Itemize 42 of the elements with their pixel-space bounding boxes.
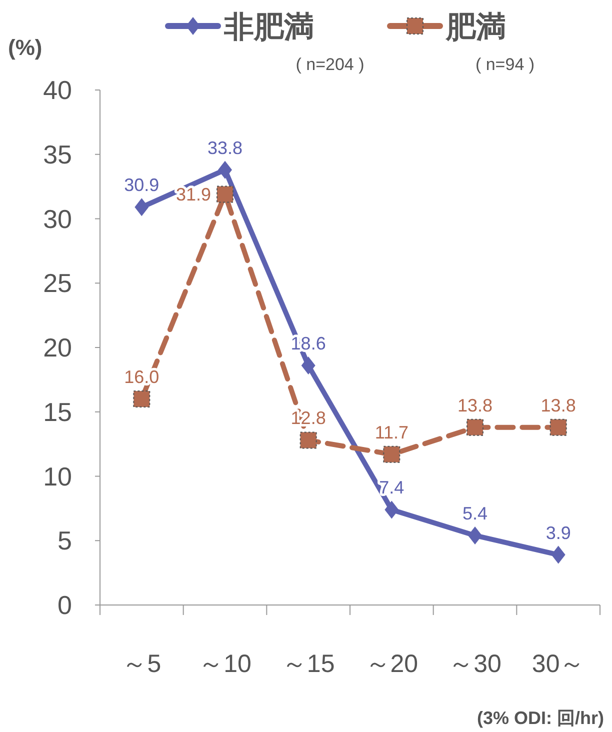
data-label: 31.9	[176, 184, 211, 204]
data-label: 5.4	[462, 503, 488, 524]
y-tick-label: 15	[43, 396, 72, 427]
data-label: 13.8	[540, 395, 576, 416]
x-tick-label: ～30	[448, 650, 502, 678]
text: ( n=94 )	[475, 55, 535, 74]
point	[216, 186, 234, 203]
x-tick-label: ～10	[198, 650, 252, 678]
y-tick-label: 35	[43, 139, 72, 170]
point	[134, 198, 149, 216]
point	[551, 546, 566, 564]
x-tick-label: ～5	[122, 650, 162, 678]
data-label: 11.7	[374, 422, 409, 442]
data-label: 3.9	[546, 522, 571, 543]
x-axis-title: (3% ODI: 回/hr)	[476, 708, 604, 728]
point	[550, 418, 567, 436]
y-axis-title: (%)	[8, 35, 42, 60]
point	[218, 160, 232, 179]
y-tick-label: 30	[43, 204, 72, 234]
y-tick-label: 5	[58, 526, 72, 556]
data-label: 7.4	[379, 478, 404, 498]
x-tick-label: 30～	[532, 650, 585, 678]
legend-label: 非肥満	[223, 11, 314, 44]
point	[466, 418, 484, 436]
point	[384, 500, 399, 519]
y-tick-label: 10	[43, 461, 72, 492]
y-tick-label: 25	[43, 268, 72, 298]
y-tick-label: 0	[58, 590, 72, 620]
point	[468, 526, 482, 544]
y-tick-label: 20	[43, 332, 72, 362]
data-label: 33.8	[207, 138, 243, 158]
point	[133, 390, 150, 408]
data-label: 30.9	[124, 175, 160, 196]
legend-label: 肥満	[445, 11, 506, 44]
y-tick-label: 40	[43, 75, 72, 105]
point	[301, 356, 316, 375]
x-tick-label: ～20	[365, 650, 418, 678]
x-tick-label: ～15	[282, 650, 335, 678]
point	[383, 446, 400, 463]
point	[300, 432, 317, 449]
data-label: 13.8	[457, 395, 493, 416]
text: ( n=204 )	[296, 55, 364, 74]
